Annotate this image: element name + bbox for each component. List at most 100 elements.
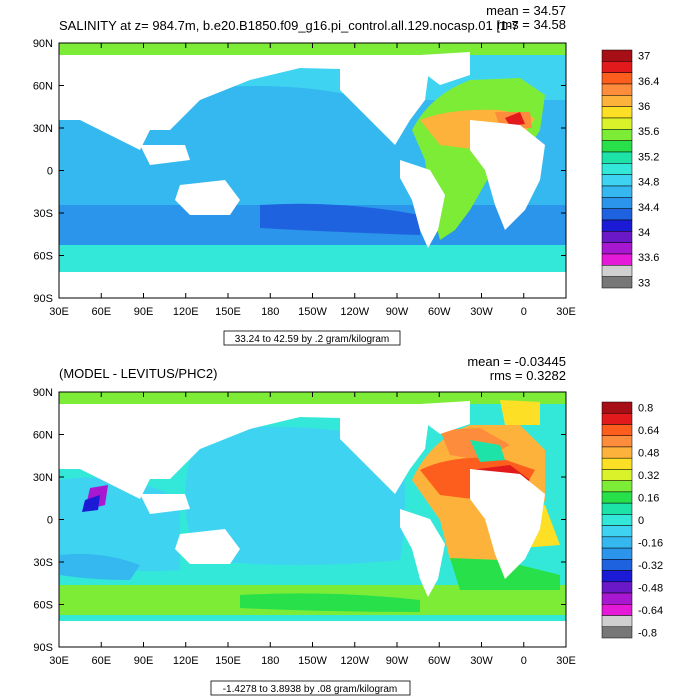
colorbar-label: 33.6 xyxy=(638,252,659,264)
colorbar-label: 37 xyxy=(638,51,650,63)
difference-map xyxy=(59,392,566,647)
y-tick-label: 30N xyxy=(33,472,53,484)
colorbar-swatch xyxy=(601,72,633,85)
colorbar-swatch xyxy=(601,197,633,209)
x-tick-label: 150W xyxy=(298,306,327,318)
colorbar-swatch xyxy=(601,276,633,289)
x-tick-label: 90E xyxy=(134,306,154,318)
salinity-ocean-polar xyxy=(59,245,566,275)
salinity-pacific-fresh xyxy=(177,86,386,174)
colorbar-swatch xyxy=(601,174,633,187)
y-tick-label: 90S xyxy=(33,642,53,654)
y-tick-label: 60N xyxy=(33,81,53,93)
difference-redsea-core xyxy=(82,495,100,512)
y-tick-label: 30S xyxy=(33,557,53,569)
colorbar-swatch xyxy=(601,208,633,221)
colorbar-swatch xyxy=(601,185,633,198)
colorbar-label: 0 xyxy=(638,515,644,527)
colorbar-label: 34.8 xyxy=(638,177,659,189)
difference-contour-info-box xyxy=(210,680,411,696)
y-tick-label: 60S xyxy=(33,251,53,263)
salinity-south-pacific-band xyxy=(260,203,420,235)
colorbar-swatch xyxy=(601,83,633,96)
colorbar-swatch xyxy=(601,559,633,571)
x-tick-label: 120E xyxy=(173,306,199,318)
x-tick-label: 60E xyxy=(91,306,111,318)
colorbar-swatch xyxy=(601,117,633,130)
difference-land-eurasia xyxy=(59,404,440,499)
colorbar-swatch xyxy=(601,265,633,277)
difference-rms: rms = 0.3282 xyxy=(490,368,566,383)
x-tick-label: 90E xyxy=(134,655,154,667)
difference-land-maritime xyxy=(140,494,190,514)
colorbar-label: 34 xyxy=(638,227,650,239)
colorbar-label: -0.64 xyxy=(638,605,663,617)
salinity-panel: SALINITY at z= 984.7m, b.e20.B1850.f09_g… xyxy=(33,3,659,346)
y-tick-label: 90N xyxy=(33,38,53,50)
salinity-land-northamerica xyxy=(340,60,430,145)
colorbar-label: 35.2 xyxy=(638,151,659,163)
x-tick-label: 60W xyxy=(428,655,451,667)
colorbar-swatch xyxy=(601,231,633,243)
x-tick-label: 90W xyxy=(386,655,409,667)
salinity-land-australia xyxy=(175,180,240,215)
colorbar-swatch xyxy=(601,140,633,153)
salinity-title: SALINITY at z= 984.7m, b.e20.B1850.f09_g… xyxy=(59,18,519,33)
colorbar-label: 0.64 xyxy=(638,425,659,437)
colorbar-label: 34.4 xyxy=(638,202,659,214)
colorbar-label: 36 xyxy=(638,101,650,113)
salinity-land-eurasia xyxy=(59,55,440,150)
x-tick-label: 180 xyxy=(261,306,279,318)
colorbar-label: 33 xyxy=(638,277,650,289)
x-tick-label: 60E xyxy=(91,655,111,667)
difference-contour-info: -1.4278 to 3.8938 by .08 gram/kilogram xyxy=(223,684,398,695)
x-tick-label: 30E xyxy=(49,306,69,318)
x-tick-label: 150W xyxy=(298,655,327,667)
y-tick-label: 60N xyxy=(33,430,53,442)
colorbar-swatch xyxy=(601,49,633,62)
x-tick-label: 30W xyxy=(470,306,493,318)
x-tick-label: 90W xyxy=(386,306,409,318)
x-tick-label: 120E xyxy=(173,655,199,667)
difference-pacific xyxy=(185,426,405,565)
colorbar-swatch xyxy=(601,106,633,119)
difference-labrador-low xyxy=(470,440,505,462)
salinity-contour-info: 33.24 to 42.59 by .2 gram/kilogram xyxy=(235,334,390,345)
difference-southern-low xyxy=(240,593,420,612)
colorbar-swatch xyxy=(601,412,633,425)
salinity-land-antarctica xyxy=(59,272,566,298)
x-tick-label: 30E xyxy=(556,655,576,667)
x-tick-label: 0 xyxy=(521,306,527,318)
colorbar-swatch xyxy=(601,570,633,583)
difference-land-southamerica xyxy=(400,509,445,597)
salinity-map xyxy=(59,43,566,298)
colorbar-swatch xyxy=(601,525,633,538)
x-tick-label: 150E xyxy=(215,655,241,667)
colorbar-label: 0.16 xyxy=(638,493,659,505)
colorbar-swatch xyxy=(601,604,633,616)
difference-nordic xyxy=(500,400,540,425)
salinity-contour-info-box xyxy=(223,330,401,346)
difference-land-northamerica xyxy=(340,409,430,494)
x-tick-label: 120W xyxy=(340,655,369,667)
y-tick-label: 90N xyxy=(33,387,53,399)
colorbar-swatch xyxy=(601,592,633,605)
colorbar-swatch xyxy=(601,469,633,481)
x-tick-label: 60W xyxy=(428,306,451,318)
colorbar-label: -0.32 xyxy=(638,560,663,572)
salinity-mean: mean = 34.57 xyxy=(486,3,566,18)
difference-mean: mean = -0.03445 xyxy=(467,354,566,369)
colorbar-label: -0.16 xyxy=(638,537,663,549)
colorbar-label: 36.4 xyxy=(638,76,659,88)
salinity-indian-band xyxy=(60,213,230,238)
colorbar-swatch xyxy=(601,581,633,594)
colorbar-swatch xyxy=(601,547,633,560)
colorbar-swatch xyxy=(601,151,633,164)
colorbar-swatch xyxy=(601,61,633,73)
colorbar-swatch xyxy=(601,435,633,448)
colorbar-swatch xyxy=(601,95,633,107)
colorbar-swatch xyxy=(601,457,633,470)
difference-panel: (MODEL - LEVITUS/PHC2) mean = -0.03445 r… xyxy=(33,354,663,696)
difference-indian-low xyxy=(60,553,140,580)
